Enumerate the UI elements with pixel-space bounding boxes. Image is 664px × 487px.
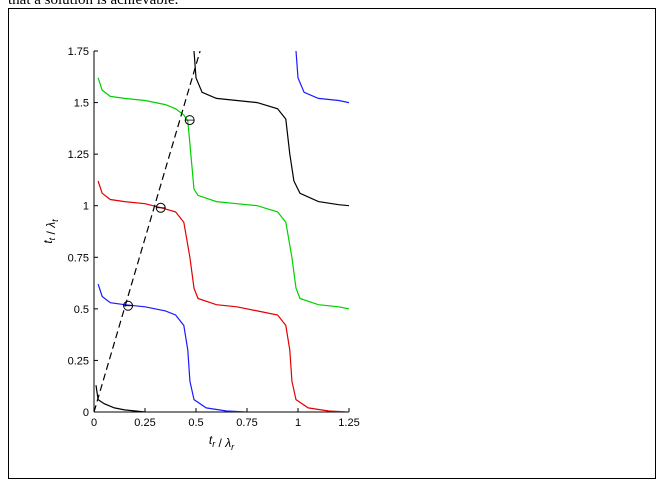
series-line-2: [97, 283, 248, 412]
series-line-3: [97, 180, 349, 412]
x-tick-label: 0: [91, 417, 97, 429]
figure-frame: [8, 8, 656, 479]
series-line-6: [295, 51, 349, 104]
y-tick-label: 1.75: [68, 46, 89, 58]
x-tick-label: 1.25: [338, 417, 359, 429]
series-line-5: [193, 51, 349, 207]
y-tick-label: 1.25: [68, 149, 89, 161]
y-tick-label: 0.5: [74, 304, 89, 316]
y-tick-label: 0.75: [68, 252, 89, 264]
x-tick-label: 1: [295, 417, 301, 429]
y-tick-label: 0: [83, 407, 89, 419]
series-line-7: [94, 51, 201, 412]
header-text: that a solution is achievable.: [8, 0, 179, 8]
x-tick-label: 0.25: [134, 417, 155, 429]
y-tick-label: 1.5: [74, 98, 89, 110]
x-axis-label: tr / λr: [209, 433, 235, 452]
x-tick-label: 0.75: [236, 417, 257, 429]
series-line-4: [97, 77, 349, 310]
y-axis-label: tt / λt: [41, 219, 60, 244]
y-tick-label: 1: [83, 201, 89, 213]
series-line-1: [95, 385, 146, 412]
x-tick-label: 0.5: [188, 417, 203, 429]
y-tick-label: 0.25: [68, 355, 89, 367]
